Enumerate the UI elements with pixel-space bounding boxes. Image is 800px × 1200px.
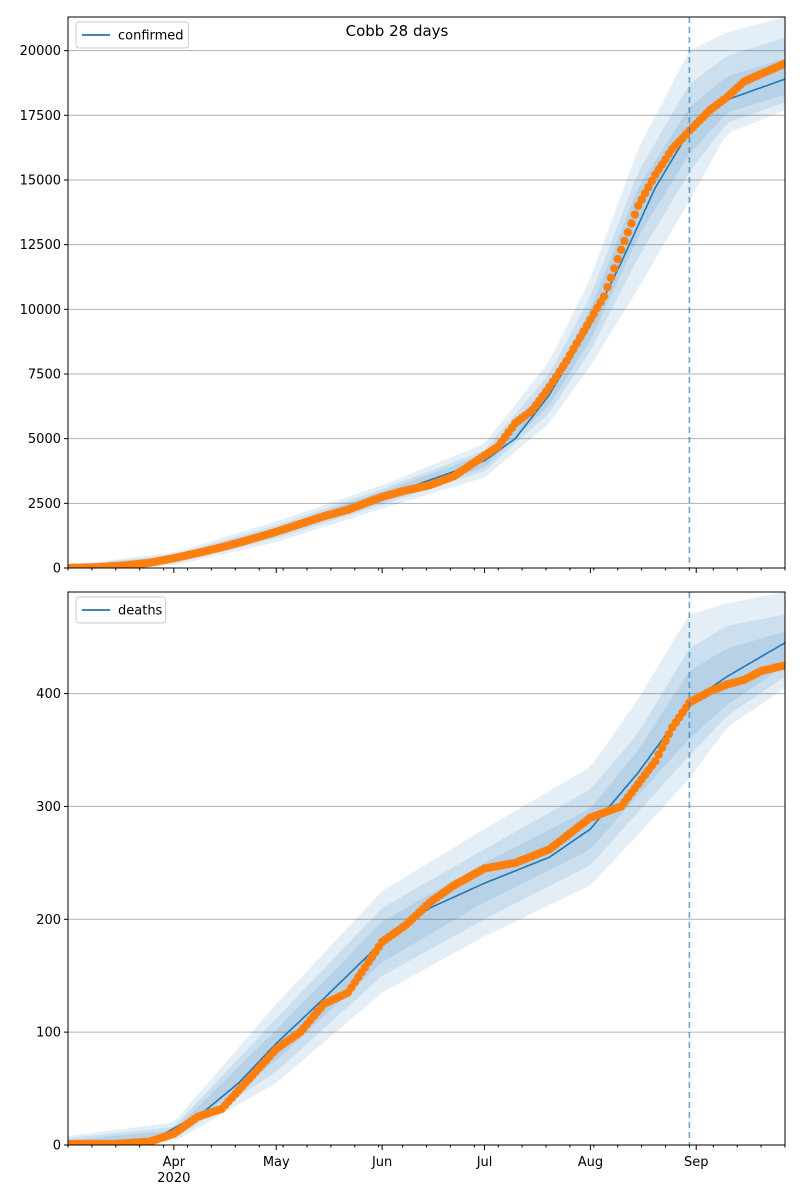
plot-area [68, 592, 785, 1145]
uncertainty-band-outer [68, 592, 785, 1145]
observed-point [644, 183, 653, 192]
x-tick-label: Apr [163, 1155, 186, 1170]
y-tick-label: 300 [36, 800, 61, 815]
observed-point [654, 750, 663, 759]
legend-label: confirmed [118, 29, 184, 44]
y-tick-label: 20000 [20, 44, 61, 59]
y-tick-label: 200 [36, 913, 61, 928]
uncertainty-band-middle [68, 614, 785, 1145]
legend: deaths [75, 596, 167, 624]
observed-point [620, 236, 629, 246]
observed-point [780, 661, 785, 670]
observed-point [664, 730, 674, 739]
y-tick-label: 100 [36, 1026, 61, 1041]
observed-point [610, 264, 619, 273]
x-tick-label: Sep [684, 1155, 709, 1170]
observed-point [657, 743, 667, 752]
observed-point [599, 292, 609, 301]
observed-point [606, 273, 616, 282]
figure-title: Cobb 28 days [346, 22, 449, 40]
observed-point [623, 228, 633, 237]
observed-point [616, 245, 626, 254]
observed-point [640, 189, 650, 198]
legend-label: deaths [118, 604, 163, 619]
y-tick-label: 0 [53, 1139, 61, 1154]
legend: confirmed [75, 21, 189, 49]
observed-point [603, 282, 612, 292]
observed-point [651, 757, 660, 766]
y-tick-label: 12500 [20, 238, 61, 253]
y-tick-label: 15000 [20, 173, 61, 188]
x-tick-label: Jul [476, 1155, 493, 1170]
observed-point [661, 736, 670, 746]
observed-point [627, 219, 636, 228]
y-tick-label: 0 [53, 562, 61, 577]
y-tick-label: 10000 [20, 303, 61, 318]
observed-point [647, 176, 656, 186]
uncertainty-band-middle [68, 37, 785, 568]
legend-box [75, 596, 167, 624]
plot-area [68, 17, 785, 568]
x-tick-sublabel: 2020 [157, 1171, 190, 1186]
observed-point [637, 195, 646, 204]
y-tick-label: 5000 [28, 432, 61, 447]
confirmed-panel: 0 2500 5000 7500 10000 12500 15000 17500 20000 co… [20, 16, 786, 577]
y-tick-label: 400 [36, 687, 61, 702]
uncertainty-band-inner [68, 631, 785, 1145]
uncertainty-band-outer [68, 17, 785, 568]
observed-point [630, 210, 639, 219]
y-tick-label: 2500 [28, 497, 61, 512]
observed-point [780, 59, 785, 68]
observed-point [634, 201, 643, 210]
observed-point [613, 254, 622, 264]
legend-box [75, 21, 189, 49]
y-tick-label: 17500 [20, 109, 61, 124]
x-tick-label: May [263, 1155, 290, 1170]
x-tick-label: Aug [578, 1155, 603, 1170]
x-tick-label: Jun [371, 1155, 392, 1170]
y-tick-label: 7500 [28, 367, 61, 382]
